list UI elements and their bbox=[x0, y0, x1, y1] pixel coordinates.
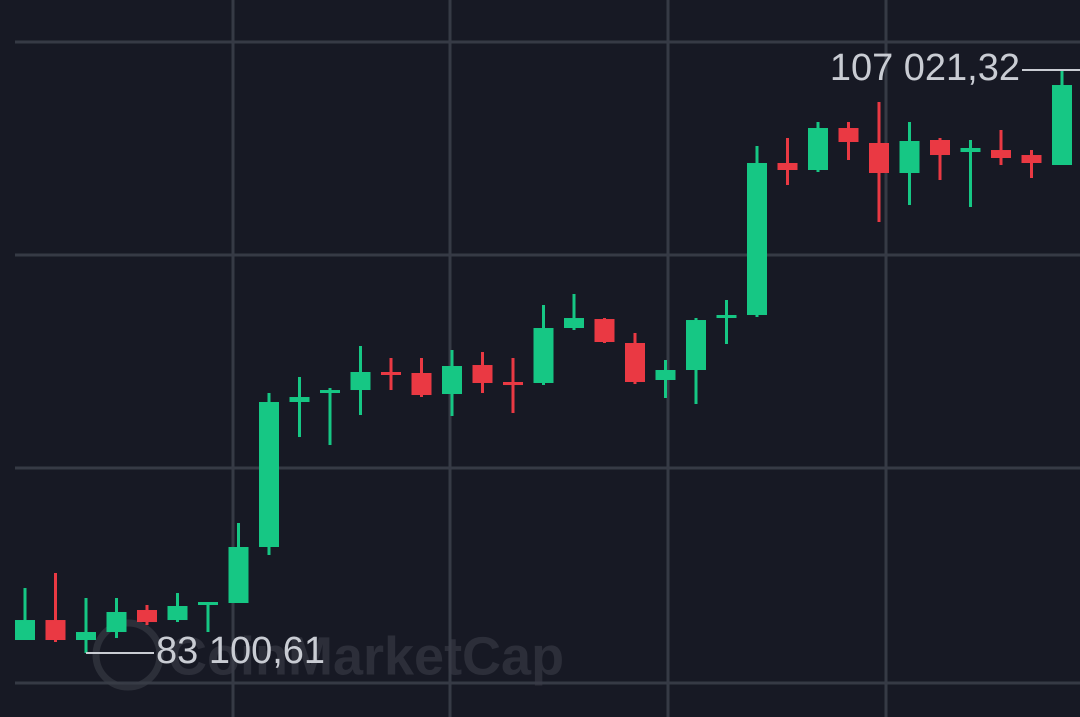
candle-body bbox=[1021, 155, 1042, 164]
candle-body bbox=[137, 610, 157, 623]
candle-body bbox=[686, 320, 706, 371]
watermark-logo bbox=[92, 619, 164, 691]
candle-body bbox=[838, 128, 859, 142]
candle-body bbox=[777, 163, 798, 171]
candle-body bbox=[411, 373, 432, 396]
candle-body bbox=[198, 602, 218, 606]
candle-body bbox=[472, 365, 493, 383]
candle-body bbox=[625, 342, 645, 382]
candle-body bbox=[564, 318, 584, 329]
candle-body bbox=[259, 402, 279, 547]
candle-body bbox=[45, 620, 66, 641]
low-label: 83 100,61 bbox=[156, 630, 325, 672]
candle-body bbox=[960, 147, 981, 153]
candle-body bbox=[991, 150, 1011, 159]
candle-body bbox=[716, 314, 737, 319]
candle-body bbox=[167, 606, 188, 621]
candle-body bbox=[1052, 85, 1072, 166]
candle-body bbox=[808, 128, 828, 171]
candle-body bbox=[442, 366, 462, 395]
candle-body bbox=[869, 142, 889, 173]
candle-body bbox=[320, 390, 340, 394]
candle-body bbox=[655, 370, 676, 380]
candle-body bbox=[747, 163, 767, 315]
candle-body bbox=[899, 140, 920, 173]
candle-body bbox=[228, 546, 249, 604]
candle-body bbox=[594, 319, 615, 342]
high-label: 107 021,32 bbox=[830, 47, 1020, 89]
candle-body bbox=[533, 328, 554, 383]
candle-body bbox=[15, 620, 35, 641]
grid bbox=[15, 0, 1080, 717]
candle-body bbox=[106, 612, 127, 633]
candle-body bbox=[289, 397, 310, 403]
candle-body bbox=[350, 372, 371, 391]
candle-body bbox=[503, 381, 523, 386]
candle-body bbox=[381, 372, 401, 376]
watermark: CoinMarketCap bbox=[168, 626, 564, 686]
candle-body bbox=[930, 139, 950, 156]
candle-body bbox=[76, 632, 96, 641]
